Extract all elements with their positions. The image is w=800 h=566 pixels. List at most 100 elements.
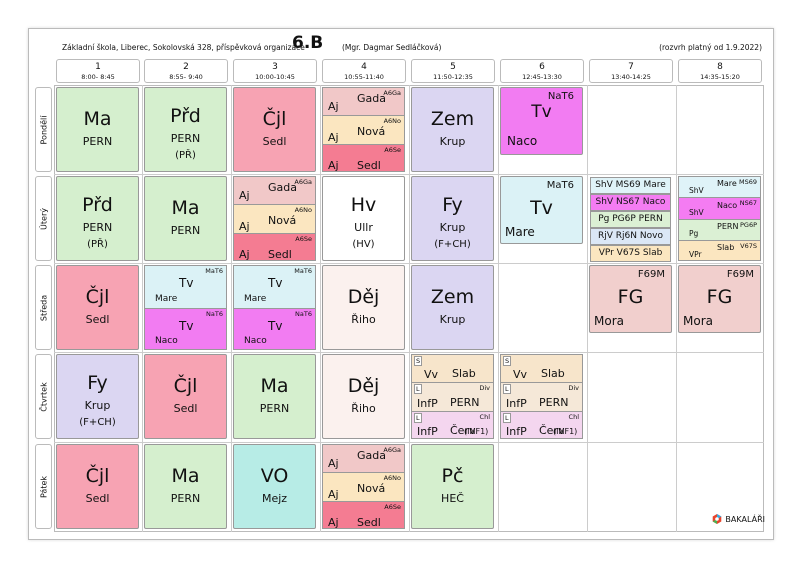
lesson-teacher: Krup	[84, 399, 111, 412]
subitem-group: Chl	[479, 412, 490, 421]
lesson-subitem[interactable]: A6Se Aj Sedl	[322, 500, 405, 529]
lesson-cell[interactable]: Fy Krup (F+CH)	[56, 354, 139, 439]
lesson-cell[interactable]: Děj Řiho	[322, 265, 405, 350]
lesson-subject: FG	[706, 286, 733, 308]
subitem-group: NaT6	[206, 309, 223, 318]
lesson-subitem[interactable]: Div L InfP PERN	[500, 382, 583, 412]
lesson-cell[interactable]: NaT6 Tv Naco	[500, 87, 583, 155]
period-number: 4	[361, 62, 367, 72]
lesson-subitem[interactable]: A6Se Aj Sedl	[322, 143, 405, 172]
lesson-subitem[interactable]: VPr V67S Slab	[590, 245, 671, 262]
day-label: Pátek	[35, 444, 52, 529]
valid-from: (rozvrh platný od 1.9.2022)	[659, 43, 762, 52]
lesson-subitem[interactable]: Chl L InfP Červ (INF1)	[411, 410, 494, 439]
lesson-subitem[interactable]: NaT6 Naco Tv	[233, 307, 316, 350]
lesson-subitem[interactable]: MaT6 Mare Tv	[233, 265, 316, 309]
lesson-room: (PŘ)	[175, 150, 196, 161]
lesson-subitem[interactable]: A6Se Aj Sedl	[233, 232, 316, 261]
subitem-group: Div	[479, 384, 490, 393]
lesson-subitem[interactable]: MS69 ShV Mare	[678, 176, 761, 199]
lesson-teacher: Sedl	[85, 313, 110, 326]
lesson-cell[interactable]: Přd PERN (PŘ)	[56, 176, 139, 261]
subitem-teacher: Mare	[244, 293, 267, 304]
lesson-subitem[interactable]: V67S VPr Slab	[678, 239, 761, 261]
lesson-subitem[interactable]: A6Ga Aj Gada	[233, 176, 316, 206]
lesson-subitem[interactable]: Chl L InfP Červ (INF1)	[500, 410, 583, 439]
lesson-subitem[interactable]: MaT6 Mare Tv	[144, 265, 227, 309]
lesson-subject: Čjl	[262, 108, 287, 130]
lesson-cell[interactable]: Ma PERN	[144, 444, 227, 529]
lesson-cell[interactable]: VO Mejz	[233, 444, 316, 529]
lesson-subitem[interactable]: ShV MS69 Mare	[590, 177, 671, 194]
lesson-group: MaT6	[546, 180, 574, 191]
day-label: Čtvrtek	[35, 354, 52, 439]
subitem-subject: ShV	[689, 186, 704, 196]
subitem-block-badge: L	[503, 384, 511, 395]
subitem-group: A6No	[383, 474, 401, 483]
subitem-teacher: Sedl	[357, 158, 381, 172]
lesson-cell[interactable]: Zem Krup	[411, 265, 494, 350]
lesson-subitem[interactable]: RjV Rj6N Novo	[590, 228, 671, 245]
lesson-cell[interactable]: F69M FG Mora	[589, 265, 672, 333]
lesson-subitem[interactable]: Pg PG6P PERN	[590, 211, 671, 228]
grid-line	[587, 85, 588, 532]
lesson-cell[interactable]: Přd PERN (PŘ)	[144, 87, 227, 172]
lesson-subitem[interactable]: A6No Aj Nová	[322, 115, 405, 145]
period-number: 3	[272, 62, 278, 72]
day-name: Středa	[39, 294, 48, 321]
subitem-text: RjV Rj6N Novo	[598, 231, 663, 241]
grid-line	[54, 174, 764, 175]
lesson-subitem[interactable]: PG6P Pg PERN	[678, 218, 761, 241]
lesson-subitem[interactable]: A6Ga Aj Gada	[322, 444, 405, 474]
lesson-cell[interactable]: Čjl Sedl	[56, 444, 139, 529]
subitem-block-badge: L	[414, 384, 422, 395]
subitem-teacher: Mare	[155, 293, 178, 304]
subitem-teacher: Červ	[539, 423, 565, 437]
lesson-cell[interactable]: Hv Ullr (HV)	[322, 176, 405, 261]
lesson-cell[interactable]: Čjl Sedl	[233, 87, 316, 172]
lesson-cell[interactable]: F69M FG Mora	[678, 265, 761, 333]
lesson-subject: Ma	[83, 108, 112, 130]
lesson-subitem[interactable]: A6No Aj Nová	[233, 204, 316, 234]
lesson-subject: Ma	[260, 375, 289, 397]
subitem-subject: Tv	[179, 276, 194, 290]
lesson-room: (HV)	[352, 239, 375, 250]
lesson-subitem[interactable]: A6No Aj Nová	[322, 472, 405, 502]
lesson-cell[interactable]: Čjl Sedl	[56, 265, 139, 350]
lesson-cell[interactable]: Čjl Sedl	[144, 354, 227, 439]
lesson-cell[interactable]: Ma PERN	[233, 354, 316, 439]
lesson-subitem[interactable]: S Vv Slab	[411, 354, 494, 384]
lesson-cell[interactable]: MaT6 Tv Mare	[500, 176, 583, 244]
day-label: Pondělí	[35, 87, 52, 172]
lesson-subitem[interactable]: A6Ga Aj Gada	[322, 87, 405, 117]
subitem-group: V67S	[740, 241, 757, 250]
lesson-subitem[interactable]: ShV NS67 Naco	[590, 194, 671, 211]
subitem-teacher: PERN	[717, 221, 739, 231]
lesson-cell[interactable]: Ma PERN	[56, 87, 139, 172]
lesson-subitem[interactable]: NaT6 Naco Tv	[144, 307, 227, 350]
subitem-teacher: Slab	[452, 367, 476, 381]
lesson-subitem[interactable]: NS67 ShV Naco	[678, 197, 761, 220]
period-number: 8	[717, 62, 723, 72]
lesson-subject: Čjl	[85, 465, 110, 487]
period-header: 4 10:55-11:40	[322, 59, 406, 83]
subitem-teacher: Naco	[244, 336, 267, 346]
lesson-cell[interactable]: Zem Krup	[411, 87, 494, 172]
period-header: 8 14:35-15:20	[678, 59, 762, 83]
lesson-cell[interactable]: Pč HEČ	[411, 444, 494, 529]
subitem-group: A6Se	[384, 502, 401, 511]
lesson-subitem[interactable]: S Vv Slab	[500, 354, 583, 384]
subitem-teacher: Mare	[717, 179, 737, 189]
lesson-subitem[interactable]: Div L InfP PERN	[411, 382, 494, 412]
subitem-subject: VPr	[689, 250, 702, 259]
period-header: 7 13:40-14:25	[589, 59, 673, 83]
lesson-cell[interactable]: Děj Řiho	[322, 354, 405, 439]
lesson-cell[interactable]: Fy Krup (F+CH)	[411, 176, 494, 261]
lesson-group: F69M	[726, 269, 754, 280]
lesson-teacher: Řiho	[351, 313, 376, 326]
period-header: 2 8:55- 9:40	[144, 59, 228, 83]
subitem-group: A6Ga	[383, 446, 401, 454]
period-time: 8:00- 8:45	[81, 73, 115, 81]
grid-line	[142, 85, 143, 532]
lesson-cell[interactable]: Ma PERN	[144, 176, 227, 261]
